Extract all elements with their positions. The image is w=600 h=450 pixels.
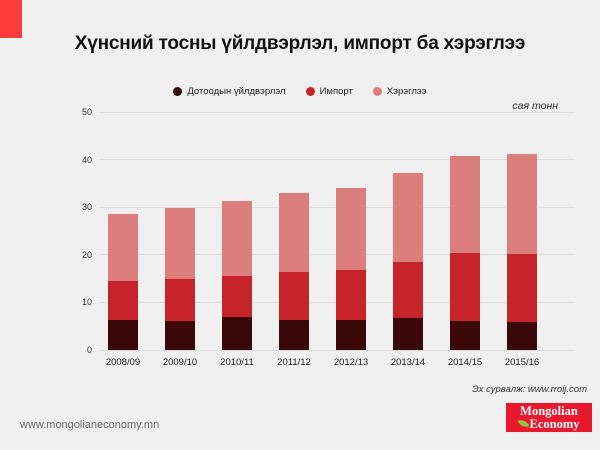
chart-legend: Дотоодын үйлдвэрлэл Импорт Хэрэглээ — [0, 86, 600, 97]
leaf-icon — [517, 417, 529, 430]
bar-segment — [507, 322, 537, 350]
bar-segment — [222, 316, 252, 350]
bar-segment — [450, 252, 480, 322]
legend-label-consumption: Хэрэглээ — [386, 86, 427, 97]
plot-area — [100, 111, 575, 351]
x-tick-label-2011/12: 2011/12 — [277, 357, 311, 368]
stacked-bar-chart: 0 10 20 30 40 50 2008/09 2009/10 2010/11 2011/12 2… — [0, 107, 600, 372]
bar-2009/10 — [165, 208, 195, 350]
source-attribution: Эх сурвалж: www.rroij.com — [472, 384, 587, 395]
bar-2008/09 — [108, 214, 138, 350]
bar-2015/16 — [507, 153, 537, 350]
bar-segment — [108, 280, 138, 321]
bar-2012/13 — [336, 187, 366, 350]
bar-segment — [450, 321, 480, 350]
bar-segment — [108, 320, 138, 350]
bar-2014/15 — [450, 155, 480, 350]
mongolian-economy-logo: Mongolian Economy — [506, 403, 592, 432]
y-axis-unit-label: сая тонн — [512, 100, 558, 112]
legend-label-production: Дотоодын үйлдвэрлэл — [187, 86, 286, 97]
gridline-50 — [100, 111, 575, 113]
production-legend-dot-icon — [173, 87, 183, 96]
bar-segment — [279, 319, 309, 350]
bar-segment — [165, 279, 195, 322]
y-tick-label-20: 20 — [81, 249, 92, 260]
consumption-legend-dot-icon — [372, 87, 382, 96]
bar-segment — [279, 193, 309, 272]
y-tick-label-0: 0 — [86, 345, 92, 355]
logo-text-line1: Mongolian — [520, 404, 578, 418]
x-tick-label-2009/10: 2009/10 — [162, 357, 198, 368]
x-tick-label-2012/13: 2012/13 — [333, 357, 369, 368]
bar-segment — [222, 276, 252, 317]
bar-segment — [393, 172, 423, 262]
bar-segment — [393, 318, 423, 350]
bar-segment — [336, 320, 366, 350]
bar-segment — [222, 201, 252, 277]
website-url: www.mongolianeconomy.mn — [20, 419, 160, 431]
logo-text-line2: Economy — [529, 416, 580, 431]
y-tick-label-50: 50 — [81, 107, 92, 117]
y-tick-label-40: 40 — [81, 154, 92, 165]
gridline-0 — [100, 349, 575, 351]
import-legend-dot-icon — [305, 87, 315, 96]
bar-2013/14 — [393, 172, 423, 350]
x-tick-label-2010/11: 2010/11 — [220, 357, 254, 368]
bar-segment — [393, 261, 423, 319]
x-tick-label-2013/14: 2013/14 — [390, 357, 426, 368]
legend-item-import: Импорт — [305, 86, 353, 97]
chart-title: Хүнсний тосны үйлдвэрлэл, импорт ба хэрэ… — [74, 33, 526, 54]
gridline-40 — [100, 159, 575, 161]
bar-2011/12 — [279, 193, 309, 350]
bar-segment — [336, 187, 366, 271]
y-tick-label-30: 30 — [81, 202, 92, 213]
bar-2010/11 — [222, 201, 252, 350]
legend-label-import: Импорт — [319, 86, 353, 97]
legend-item-production: Дотоодын үйлдвэрлэл — [173, 86, 286, 97]
bar-segment — [165, 208, 195, 280]
bar-segment — [165, 321, 195, 350]
bar-segment — [108, 214, 138, 281]
bar-segment — [336, 270, 366, 321]
bar-segment — [507, 253, 537, 323]
x-tick-label-2015/16: 2015/16 — [504, 357, 540, 368]
x-tick-label-2014/15: 2014/15 — [447, 357, 483, 368]
y-tick-label-10: 10 — [81, 297, 92, 308]
bar-segment — [279, 271, 309, 320]
bar-segment — [507, 153, 537, 254]
x-tick-label-2008/09: 2008/09 — [105, 357, 141, 368]
bar-segment — [450, 155, 480, 253]
brand-corner-mark — [0, 0, 22, 38]
legend-item-consumption: Хэрэглээ — [372, 86, 427, 97]
